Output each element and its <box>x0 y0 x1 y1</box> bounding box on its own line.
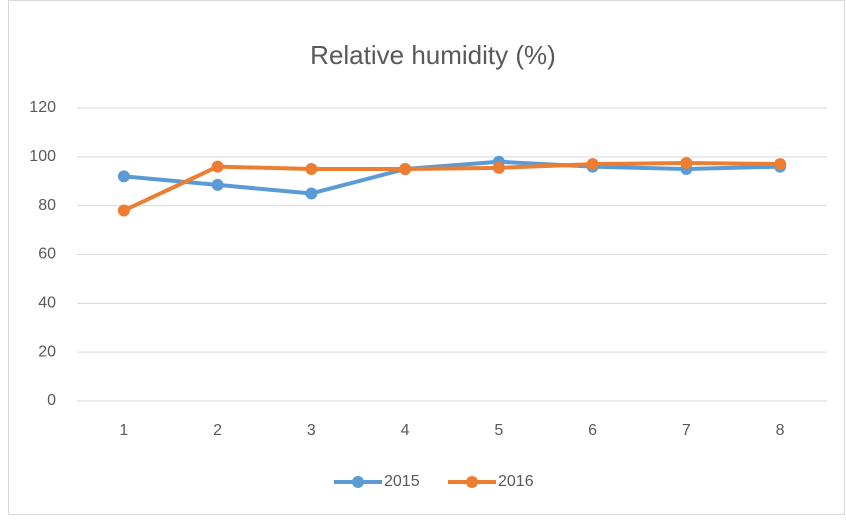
data-point <box>211 160 224 173</box>
data-point <box>305 187 318 200</box>
x-tick-label: 4 <box>401 422 410 439</box>
y-tick-label: 100 <box>29 148 56 165</box>
series-line <box>123 159 781 196</box>
data-point <box>305 163 318 176</box>
x-tick-label: 6 <box>588 422 597 439</box>
y-tick-label: 80 <box>38 197 56 214</box>
legend-swatch-marker <box>466 476 478 488</box>
legend-swatch-marker <box>352 476 364 488</box>
data-point <box>117 170 130 183</box>
data-point <box>680 156 693 169</box>
data-point <box>492 161 505 174</box>
chart-border <box>8 0 845 515</box>
x-tick-label: 3 <box>307 422 316 439</box>
legend-label: 2016 <box>498 473 534 490</box>
data-point <box>586 158 599 171</box>
y-tick-label: 20 <box>38 343 56 360</box>
x-tick-label: 7 <box>682 422 691 439</box>
series-line <box>123 160 781 213</box>
x-tick-label: 1 <box>119 422 128 439</box>
data-point <box>211 178 224 191</box>
chart-title: Relative humidity (%) <box>310 40 556 70</box>
data-point <box>774 158 787 171</box>
legend-label: 2015 <box>384 473 420 490</box>
y-tick-label: 0 <box>47 392 56 409</box>
x-tick-label: 8 <box>776 422 785 439</box>
data-point <box>117 204 130 217</box>
y-tick-label: 120 <box>29 99 56 116</box>
y-tick-label: 60 <box>38 246 56 263</box>
x-tick-label: 2 <box>213 422 222 439</box>
data-point <box>399 163 412 176</box>
y-tick-label: 40 <box>38 295 56 312</box>
x-tick-label: 5 <box>494 422 503 439</box>
